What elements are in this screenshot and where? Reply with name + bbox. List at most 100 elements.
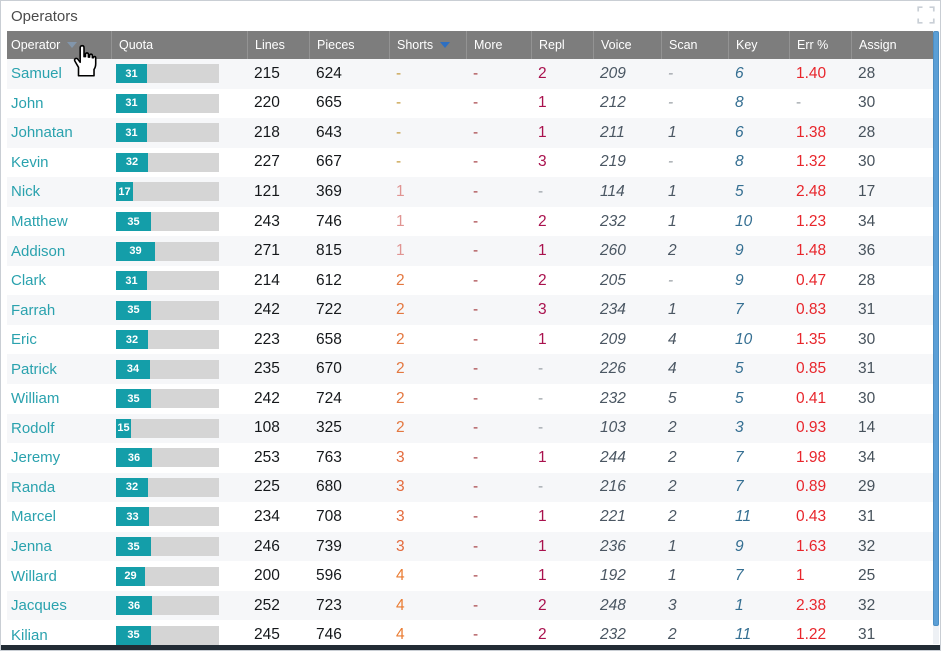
cell-name[interactable]: Samuel bbox=[11, 65, 62, 83]
cell-repl: 3 bbox=[538, 153, 547, 171]
cell-err: 1.63 bbox=[796, 537, 827, 555]
cell-name[interactable]: Matthew bbox=[11, 213, 68, 230]
column-header-label: Operator bbox=[11, 38, 61, 52]
cell-lines: 246 bbox=[254, 537, 280, 555]
vertical-scrollbar-track[interactable] bbox=[933, 31, 939, 644]
cell-pieces: 746 bbox=[316, 626, 342, 644]
cell-quota: 15 bbox=[111, 418, 247, 438]
quota-bar: 15 bbox=[116, 418, 219, 438]
cell-more: - bbox=[473, 419, 479, 437]
cell-repl: 1 bbox=[538, 330, 547, 348]
quota-bar-fill: 35 bbox=[116, 212, 151, 231]
quota-value: 32 bbox=[125, 333, 139, 346]
column-header-key[interactable]: Key bbox=[728, 31, 789, 59]
table-row[interactable]: Kevin 32 227 667 - - 3 219 - 8 1.32 30 bbox=[7, 148, 935, 178]
cell-repl: 2 bbox=[538, 596, 547, 614]
cell-key: 5 bbox=[735, 360, 744, 378]
cell-name[interactable]: John bbox=[11, 94, 44, 112]
column-header-voice[interactable]: Voice bbox=[593, 31, 661, 59]
column-header-scan[interactable]: Scan bbox=[661, 31, 728, 59]
quota-value: 29 bbox=[124, 570, 137, 583]
cell-name[interactable]: Johnatan bbox=[11, 124, 73, 142]
quota-bar-fill: 36 bbox=[116, 448, 152, 468]
table-row[interactable]: Jacques 36 252 723 4 - 2 248 3 1 2.38 32 bbox=[7, 590, 935, 621]
table-row[interactable]: Jeremy 36 253 763 3 - 1 244 2 7 1.98 34 bbox=[7, 443, 935, 473]
quota-bar-fill: 35 bbox=[116, 300, 151, 320]
cell-shorts: 3 bbox=[396, 537, 405, 555]
table-row[interactable]: Samuel 31 215 624 - - 2 209 - 6 1.40 28 bbox=[7, 59, 935, 89]
table-row[interactable]: Clark 31 214 612 2 - 2 205 - 9 0.47 28 bbox=[7, 266, 935, 296]
cell-more: - bbox=[473, 94, 479, 112]
cell-repl: - bbox=[538, 419, 544, 437]
table-row[interactable]: Farrah 35 242 722 2 - 3 234 1 7 0.83 31 bbox=[7, 295, 935, 325]
cell-lines: 242 bbox=[254, 301, 280, 319]
column-header-lines[interactable]: Lines bbox=[247, 31, 309, 59]
cell-repl: 1 bbox=[538, 94, 547, 112]
column-header-more[interactable]: More bbox=[466, 31, 531, 59]
cell-name[interactable]: Marcel bbox=[11, 508, 57, 526]
table-row[interactable]: Jenna 35 246 739 3 - 1 236 1 9 1.63 32 bbox=[7, 531, 935, 562]
table-row[interactable]: Willard 29 200 596 4 - 1 192 1 7 1 25 bbox=[7, 561, 935, 591]
column-header-shorts[interactable]: Shorts bbox=[389, 31, 466, 59]
column-header-err[interactable]: Err % bbox=[789, 31, 851, 59]
cell-err: 1 bbox=[796, 567, 805, 585]
cell-name[interactable]: Willard bbox=[11, 567, 57, 585]
cell-pieces: 658 bbox=[316, 330, 342, 348]
quota-bar: 36 bbox=[116, 448, 219, 468]
cell-name[interactable]: Nick bbox=[11, 183, 41, 201]
cell-repl: - bbox=[538, 389, 544, 407]
cell-name[interactable]: Randa bbox=[11, 478, 56, 496]
vertical-scrollbar-thumb[interactable] bbox=[933, 31, 939, 626]
column-header-quota[interactable]: Quota bbox=[111, 31, 247, 59]
cell-err: 0.43 bbox=[796, 507, 827, 525]
cell-name[interactable]: Jeremy bbox=[11, 449, 61, 467]
table-row[interactable]: Patrick 34 235 670 2 - - 226 4 5 0.85 31 bbox=[7, 354, 935, 385]
cell-key: 9 bbox=[735, 537, 744, 555]
table-row[interactable]: William 35 242 724 2 - - 232 5 5 0.41 30 bbox=[7, 384, 935, 414]
widget-title: Operators bbox=[11, 7, 78, 25]
fullscreen-icon[interactable] bbox=[917, 6, 935, 24]
cell-name[interactable]: William bbox=[11, 390, 60, 408]
cell-name[interactable]: Jenna bbox=[11, 538, 52, 556]
cell-name[interactable]: Kevin bbox=[11, 153, 49, 171]
table-row[interactable]: Matthew 35 243 746 1 - 2 232 1 10 1.23 34 bbox=[7, 207, 935, 237]
table-row[interactable]: John 31 220 665 - - 1 212 - 8 - 30 bbox=[7, 89, 935, 119]
column-header-repl[interactable]: Repl bbox=[531, 31, 593, 59]
cell-scan: 1 bbox=[668, 567, 677, 585]
table-row[interactable]: Addison 39 271 815 1 - 1 260 2 9 1.48 36 bbox=[7, 236, 935, 266]
cell-name[interactable]: Rodolf bbox=[11, 419, 55, 437]
cell-shorts: 1 bbox=[396, 242, 405, 260]
cell-quota: 35 bbox=[111, 389, 247, 409]
cell-key: 3 bbox=[735, 419, 744, 437]
cell-repl: 1 bbox=[538, 123, 547, 141]
cell-name[interactable]: Addison bbox=[11, 242, 66, 260]
cell-name[interactable]: Eric bbox=[11, 331, 37, 349]
table-row[interactable]: Johnatan 31 218 643 - - 1 211 1 6 1.38 28 bbox=[7, 118, 935, 148]
cell-name[interactable]: Clark bbox=[11, 272, 47, 290]
column-header-assign[interactable]: Assign bbox=[851, 31, 935, 59]
table-row[interactable]: Kilian 35 245 746 4 - 2 232 2 11 1.22 31 bbox=[7, 620, 935, 650]
cell-shorts: 3 bbox=[396, 507, 405, 525]
column-header-pieces[interactable]: Pieces bbox=[309, 31, 389, 59]
table-row[interactable]: Randa 32 225 680 3 - - 216 2 7 0.89 29 bbox=[7, 472, 935, 503]
cell-shorts: - bbox=[396, 123, 402, 141]
cell-more: - bbox=[473, 64, 479, 82]
column-header-label: Scan bbox=[669, 38, 698, 52]
cell-shorts: - bbox=[396, 153, 402, 171]
cell-name[interactable]: Patrick bbox=[11, 360, 57, 378]
quota-bar-fill: 32 bbox=[116, 152, 148, 172]
quota-bar-fill: 17 bbox=[116, 182, 133, 202]
column-header-name[interactable]: Operator bbox=[7, 31, 111, 59]
cell-voice: 244 bbox=[600, 448, 626, 466]
table-row[interactable]: Eric 32 223 658 2 - 1 209 4 10 1.35 30 bbox=[7, 325, 935, 355]
quota-value: 31 bbox=[125, 67, 138, 80]
cell-name[interactable]: Jacques bbox=[11, 597, 67, 615]
table-row[interactable]: Rodolf 15 108 325 2 - - 103 2 3 0.93 14 bbox=[7, 413, 935, 444]
cell-repl: 2 bbox=[538, 626, 547, 644]
cell-lines: 252 bbox=[254, 596, 280, 614]
cell-name[interactable]: Kilian bbox=[11, 626, 48, 644]
cell-name[interactable]: Farrah bbox=[11, 301, 56, 319]
table-row[interactable]: Marcel 33 234 708 3 - 1 221 2 11 0.43 31 bbox=[7, 502, 935, 532]
cell-scan: 3 bbox=[668, 596, 677, 614]
table-row[interactable]: Nick 17 121 369 1 - - 114 1 5 2.48 17 bbox=[7, 177, 935, 207]
